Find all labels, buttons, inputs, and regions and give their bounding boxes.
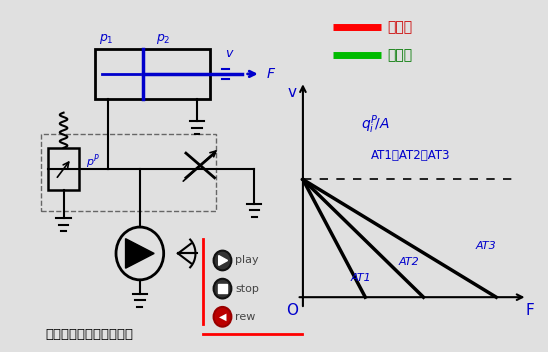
Circle shape <box>214 251 231 270</box>
Text: AT1: AT1 <box>351 272 372 283</box>
Text: 节流阀旁路节流调速回路: 节流阀旁路节流调速回路 <box>45 328 133 341</box>
Text: AT2: AT2 <box>398 257 419 267</box>
Text: v: v <box>288 85 297 100</box>
Polygon shape <box>125 239 154 268</box>
Text: $q_i^P\!/A$: $q_i^P\!/A$ <box>361 113 390 136</box>
Text: $p_2$: $p_2$ <box>156 32 170 46</box>
Bar <box>95 49 210 99</box>
Text: 进油路: 进油路 <box>387 20 412 34</box>
Text: rew: rew <box>235 312 255 322</box>
Polygon shape <box>219 256 227 265</box>
Text: play: play <box>235 256 259 265</box>
Text: $p_1$: $p_1$ <box>99 32 113 46</box>
Circle shape <box>214 307 231 327</box>
Bar <box>41 134 216 211</box>
Text: F: F <box>267 67 275 81</box>
Circle shape <box>214 279 231 298</box>
Text: $p^P$: $p^P$ <box>86 153 100 171</box>
Text: stop: stop <box>235 284 259 294</box>
Text: AT1＜AT2＜AT3: AT1＜AT2＜AT3 <box>371 149 451 162</box>
Bar <box>48 148 79 190</box>
Bar <box>218 284 227 293</box>
Text: O: O <box>287 303 299 319</box>
Text: v: v <box>225 47 232 60</box>
Text: ◀: ◀ <box>219 312 226 322</box>
Text: 回油路: 回油路 <box>387 48 412 62</box>
Text: AT3: AT3 <box>476 241 496 251</box>
Text: F: F <box>525 303 534 319</box>
